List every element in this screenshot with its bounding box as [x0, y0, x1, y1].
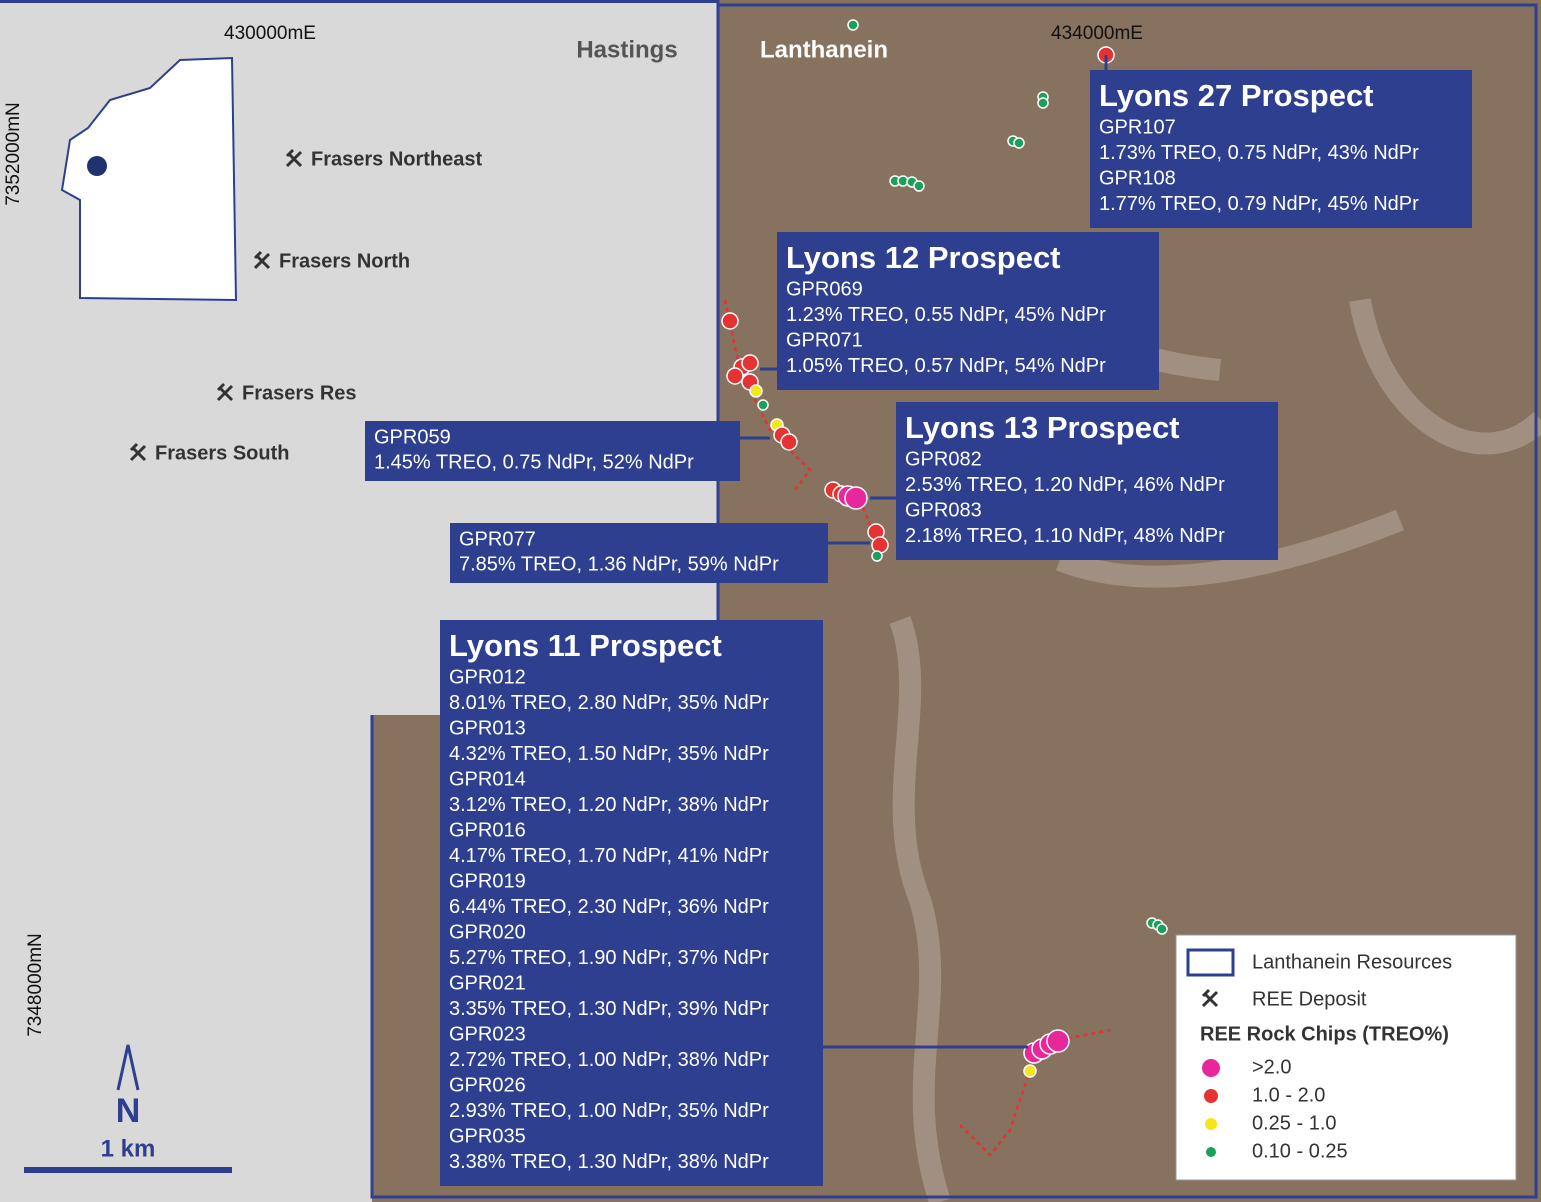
- legend-label: 0.25 - 1.0: [1252, 1112, 1337, 1134]
- deposit-label: Frasers Res: [242, 382, 357, 404]
- legend-label: 1.0 - 2.0: [1252, 1084, 1325, 1106]
- sample-result: 3.35% TREO, 1.30 NdPr, 39% NdPr: [449, 998, 769, 1020]
- sample-id: GPR012: [449, 666, 526, 688]
- sample-id: GPR077: [459, 528, 536, 550]
- inset-location: [87, 156, 107, 176]
- legend-label: 0.10 - 0.25: [1252, 1140, 1348, 1162]
- sample-id: GPR026: [449, 1074, 526, 1096]
- prospect-title: Lyons 11 Prospect: [449, 628, 722, 663]
- grid-label: 7352000mN: [3, 102, 24, 206]
- deposit-label: Frasers Northeast: [311, 148, 483, 170]
- prospect-title: Lyons 27 Prospect: [1099, 78, 1374, 113]
- sample-result: 4.32% TREO, 1.50 NdPr, 35% NdPr: [449, 743, 769, 765]
- legend-symbol: [1206, 1147, 1216, 1157]
- sample-id: GPR013: [449, 717, 526, 739]
- sample-id: GPR019: [449, 870, 526, 892]
- legend-label: REE Deposit: [1252, 988, 1367, 1010]
- leader-lines: [740, 55, 1108, 1049]
- prospect-box: [896, 402, 1278, 560]
- tenement-boundary: [370, 3, 1538, 1199]
- sample-result: 8.01% TREO, 2.80 NdPr, 35% NdPr: [449, 692, 769, 714]
- grid-label: 430000mE: [224, 23, 316, 44]
- sample-result: 1.77% TREO, 0.79 NdPr, 45% NdPr: [1099, 193, 1419, 215]
- sample-result: 1.45% TREO, 0.75 NdPr, 52% NdPr: [374, 451, 694, 473]
- deposit-label: Frasers North: [279, 250, 410, 272]
- sample-id: GPR059: [374, 426, 451, 448]
- callout-box: [365, 421, 740, 481]
- legend-heading: REE Rock Chips (TREO%): [1200, 1023, 1449, 1045]
- sample-id: GPR023: [449, 1023, 526, 1045]
- deposit-label: Frasers South: [155, 442, 289, 464]
- sample-result: 2.93% TREO, 1.00 NdPr, 35% NdPr: [449, 1100, 769, 1122]
- region-label: Lanthanein: [760, 36, 888, 63]
- sample-result: 1.05% TREO, 0.57 NdPr, 54% NdPr: [786, 355, 1106, 377]
- sample-result: 6.44% TREO, 2.30 NdPr, 36% NdPr: [449, 896, 769, 918]
- sample-result: 3.12% TREO, 1.20 NdPr, 38% NdPr: [449, 794, 769, 816]
- sample-id: GPR016: [449, 819, 526, 841]
- deposit-icon: [253, 250, 271, 270]
- sample-id: GPR020: [449, 921, 526, 943]
- sample-result: 5.27% TREO, 1.90 NdPr, 37% NdPr: [449, 947, 769, 969]
- prospect-box: [777, 232, 1159, 390]
- sample-result: 4.17% TREO, 1.70 NdPr, 41% NdPr: [449, 845, 769, 867]
- grid-label: 7348000mN: [25, 933, 46, 1037]
- sample-id: GPR069: [786, 278, 863, 300]
- deposit-icon: [285, 148, 303, 168]
- sample-result: 2.53% TREO, 1.20 NdPr, 46% NdPr: [905, 474, 1225, 496]
- deposit-icon: [129, 442, 147, 462]
- legend-symbol: [1186, 948, 1235, 977]
- legend-symbol: [1201, 988, 1219, 1008]
- legend-symbol: [1204, 1089, 1218, 1103]
- prospect-title: Lyons 13 Prospect: [905, 410, 1180, 445]
- sample-id: GPR021: [449, 972, 526, 994]
- sample-result: 3.38% TREO, 1.30 NdPr, 38% NdPr: [449, 1151, 769, 1173]
- sample-id: GPR083: [905, 499, 982, 521]
- prospect-box: [1090, 70, 1472, 228]
- sample-result: 1.73% TREO, 0.75 NdPr, 43% NdPr: [1099, 142, 1419, 164]
- sample-points: [721, 19, 1168, 1078]
- prospect-box: [440, 620, 823, 1186]
- prospect-title: Lyons 12 Prospect: [786, 240, 1061, 275]
- grid-label: 434000mE: [1051, 23, 1143, 44]
- sample-result: 2.18% TREO, 1.10 NdPr, 48% NdPr: [905, 525, 1225, 547]
- sample-id: GPR082: [905, 448, 982, 470]
- north-arrow: [116, 1044, 140, 1091]
- legend-label: >2.0: [1252, 1056, 1291, 1078]
- legend-symbol: [1202, 1059, 1220, 1077]
- deposit-icon: [216, 382, 234, 402]
- legend-label: Lanthanein Resources: [1252, 951, 1452, 973]
- sample-id: GPR071: [786, 329, 863, 351]
- sample-id: GPR108: [1099, 167, 1176, 189]
- sample-result: 2.72% TREO, 1.00 NdPr, 38% NdPr: [449, 1049, 769, 1071]
- legend-symbol: [1205, 1118, 1217, 1130]
- north-label: N: [116, 1092, 141, 1130]
- sample-result: 7.85% TREO, 1.36 NdPr, 59% NdPr: [459, 553, 779, 575]
- sample-id: GPR107: [1099, 116, 1176, 138]
- callout-box: [450, 523, 828, 583]
- drainage: [889, 254, 1541, 1202]
- sample-result: 1.23% TREO, 0.55 NdPr, 45% NdPr: [786, 304, 1106, 326]
- region-label: Hastings: [576, 36, 677, 63]
- inset-map: [60, 56, 238, 302]
- trace-line: [723, 299, 1111, 1157]
- sample-id: GPR014: [449, 768, 526, 790]
- sample-id: GPR035: [449, 1125, 526, 1147]
- scale-label: 1 km: [101, 1135, 156, 1162]
